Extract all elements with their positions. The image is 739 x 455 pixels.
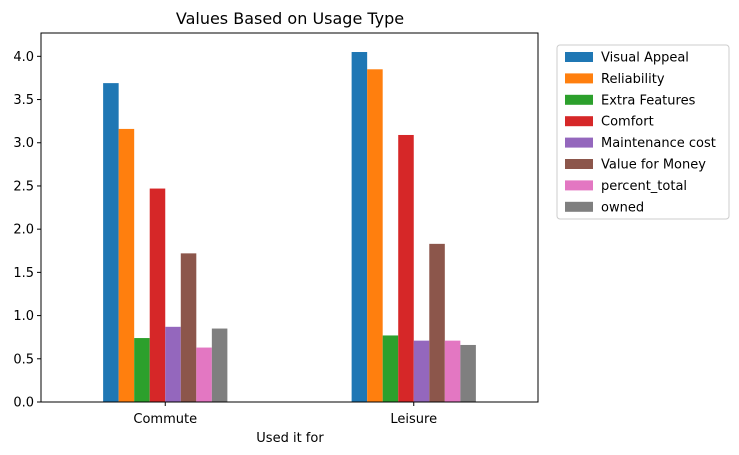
- bar-maintenance-cost-commute: [165, 326, 181, 402]
- legend-entry-label: owned: [601, 200, 644, 215]
- y-tick-label: 2.0: [13, 223, 34, 238]
- x-axis-label: Used it for: [256, 431, 324, 446]
- x-tick-label-commute: Commute: [133, 412, 197, 427]
- bar-percent-total-leisure: [444, 340, 461, 402]
- y-tick-label: 0.0: [13, 396, 34, 411]
- bar-extra-features-leisure: [382, 335, 399, 402]
- bar-visual-appeal-commute: [103, 83, 119, 403]
- legend-swatch: [565, 116, 593, 127]
- bar-value-for-money-leisure: [429, 243, 445, 402]
- chart-title: Values Based on Usage Type: [176, 9, 404, 28]
- legend-swatch: [565, 159, 593, 169]
- bar-owned-leisure: [460, 344, 476, 402]
- y-tick-label: 3.0: [13, 136, 34, 151]
- legend: Visual Appeal Reliability Extra Features Co…: [556, 44, 730, 220]
- legend-swatch: [565, 180, 593, 191]
- y-tick-label: 4.0: [13, 50, 34, 65]
- legend-swatch: [565, 52, 593, 62]
- y-tick-label: 1.0: [13, 309, 34, 324]
- y-tick-label: 3.5: [13, 93, 34, 108]
- bar-value-for-money-commute: [180, 253, 197, 402]
- x-tick-label-leisure: Leisure: [390, 412, 437, 427]
- legend-frame: [556, 44, 730, 220]
- legend-entry-label: Visual Appeal: [601, 51, 689, 66]
- bar-reliability-commute: [118, 128, 135, 402]
- y-axis: 0.0 0.5 1.0 1.5 2.0 2.5 3.0 3.5 4.0: [13, 50, 41, 411]
- bar-comfort-leisure: [398, 134, 414, 402]
- y-tick-label: 0.5: [13, 352, 34, 367]
- legend-entry-label: Comfort: [601, 115, 654, 130]
- x-axis: Commute Leisure: [133, 402, 437, 427]
- bar-percent-total-commute: [196, 347, 212, 402]
- y-tick-label: 2.5: [13, 179, 34, 194]
- bar-comfort-commute: [149, 188, 166, 402]
- bar-extra-features-commute: [134, 338, 150, 402]
- legend-entry-label: Maintenance cost: [601, 136, 716, 151]
- y-tick-label: 1.5: [13, 266, 34, 281]
- bars-layer: [103, 52, 476, 403]
- plot-frame: [40, 32, 539, 403]
- legend-swatch: [565, 94, 593, 105]
- legend-swatch: [565, 201, 593, 212]
- legend-swatch: [565, 73, 593, 84]
- bar-owned-commute: [211, 328, 228, 402]
- legend-entry-label: percent_total: [601, 179, 687, 194]
- bar-maintenance-cost-leisure: [413, 340, 430, 402]
- legend-entry-label: Value for Money: [601, 158, 706, 173]
- legend-swatch: [565, 137, 593, 148]
- legend-entry-label: Reliability: [601, 72, 665, 87]
- bar-reliability-leisure: [367, 69, 383, 403]
- bar-visual-appeal-leisure: [351, 52, 368, 402]
- legend-entry-label: Extra Features: [601, 93, 696, 108]
